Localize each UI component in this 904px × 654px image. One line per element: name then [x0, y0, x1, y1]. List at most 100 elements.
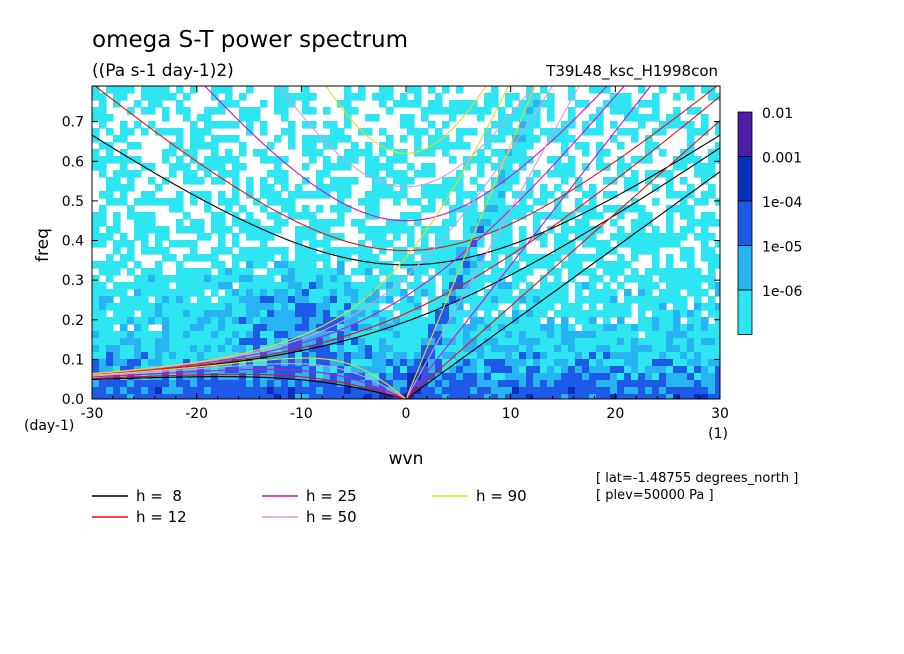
y-tick-label: 0.3 — [62, 273, 84, 289]
power-cell — [680, 324, 688, 332]
power-cell — [498, 114, 506, 122]
power-cell — [218, 121, 226, 129]
power-cell — [218, 324, 226, 332]
power-cell — [610, 275, 618, 283]
power-cell — [190, 170, 198, 178]
power-cell — [330, 268, 338, 276]
power-cell — [624, 184, 632, 192]
power-cell — [225, 338, 233, 346]
power-cell — [358, 282, 366, 290]
power-cell — [386, 184, 394, 192]
power-cell — [218, 345, 226, 353]
power-cell — [365, 226, 373, 234]
power-cell — [449, 380, 457, 388]
power-cell — [645, 289, 653, 297]
power-cell — [218, 352, 226, 360]
power-cell — [526, 338, 534, 346]
power-cell — [267, 254, 275, 262]
power-cell — [477, 345, 485, 353]
power-cell — [610, 394, 618, 399]
power-cell — [624, 352, 632, 360]
power-cell — [162, 359, 170, 367]
power-cell — [211, 107, 219, 115]
power-cell — [666, 233, 674, 241]
power-cell — [421, 338, 429, 346]
power-cell — [281, 275, 289, 283]
power-cell — [624, 310, 632, 318]
power-cell — [323, 275, 331, 283]
colorbar-swatch — [737, 289, 753, 335]
power-cell — [106, 114, 114, 122]
power-cell — [302, 191, 310, 199]
power-cell — [316, 275, 324, 283]
power-cell — [708, 359, 716, 367]
power-cell — [652, 345, 660, 353]
power-cell — [295, 275, 303, 283]
power-cell — [638, 317, 646, 325]
power-cell — [659, 345, 667, 353]
power-cell — [351, 219, 359, 227]
power-cell — [561, 303, 569, 311]
power-cell — [414, 324, 422, 332]
power-cell — [561, 310, 569, 318]
power-cell — [470, 324, 478, 332]
power-cell — [386, 359, 394, 367]
power-cell — [267, 233, 275, 241]
power-cell — [624, 177, 632, 185]
power-cell — [659, 352, 667, 360]
power-cell — [456, 135, 464, 143]
power-cell — [365, 373, 373, 381]
colorbar-swatch — [737, 111, 753, 157]
power-cell — [260, 177, 268, 185]
power-cell — [456, 289, 464, 297]
power-cell — [498, 317, 506, 325]
power-cell — [169, 296, 177, 304]
power-cell — [666, 191, 674, 199]
power-cell — [470, 394, 478, 399]
power-cell — [211, 352, 219, 360]
power-cell — [400, 114, 408, 122]
power-cell — [519, 289, 527, 297]
power-cell — [540, 289, 548, 297]
power-cell — [92, 240, 100, 248]
power-cell — [281, 247, 289, 255]
power-cell — [127, 359, 135, 367]
power-cell — [379, 93, 387, 101]
power-cell — [92, 324, 100, 332]
power-cell — [204, 128, 212, 136]
power-cell — [162, 282, 170, 290]
power-cell — [92, 359, 100, 367]
power-cell — [190, 394, 198, 399]
power-cell — [400, 303, 408, 311]
power-cell — [428, 184, 436, 192]
power-cell — [519, 156, 527, 164]
power-cell — [162, 226, 170, 234]
power-cell — [687, 191, 695, 199]
power-cell — [337, 366, 345, 374]
power-cell — [295, 317, 303, 325]
power-cell — [568, 366, 576, 374]
power-cell — [428, 135, 436, 143]
power-cell — [435, 233, 443, 241]
power-cell — [358, 380, 366, 388]
power-cell — [603, 296, 611, 304]
power-cell — [155, 233, 163, 241]
power-cell — [344, 93, 352, 101]
power-cell — [610, 331, 618, 339]
power-cell — [365, 198, 373, 206]
power-cell — [715, 219, 720, 227]
power-cell — [92, 156, 100, 164]
power-cell — [225, 170, 233, 178]
power-cell — [113, 317, 121, 325]
power-cell — [281, 317, 289, 325]
power-cell — [484, 100, 492, 108]
power-cell — [169, 93, 177, 101]
power-cell — [652, 373, 660, 381]
power-cell — [288, 268, 296, 276]
power-cell — [708, 373, 716, 381]
power-cell — [134, 156, 142, 164]
power-cell — [344, 282, 352, 290]
power-cell — [512, 352, 520, 360]
power-cell — [680, 177, 688, 185]
power-cell — [687, 310, 695, 318]
